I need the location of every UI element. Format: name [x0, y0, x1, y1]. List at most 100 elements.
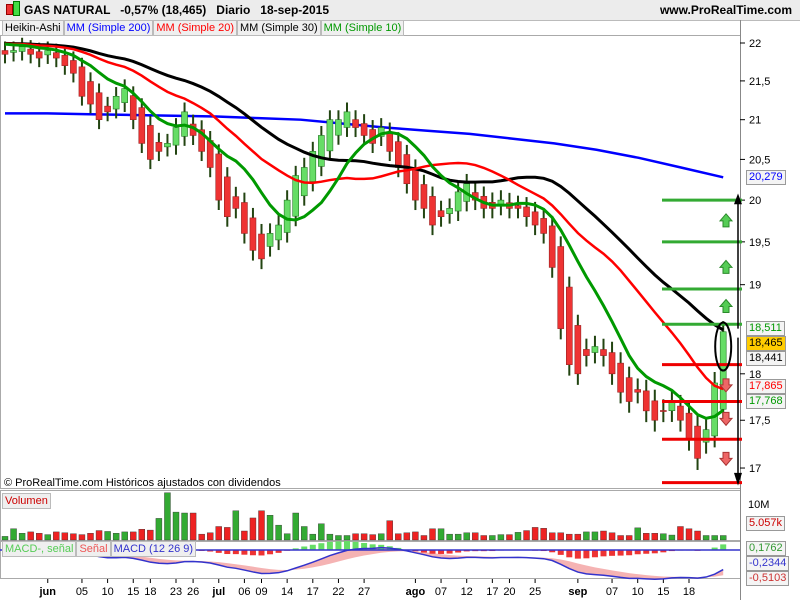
legend-item[interactable]: MM (Simple 200) — [63, 20, 154, 36]
green-up-arrow-icon — [718, 213, 734, 228]
volume-bar — [711, 535, 718, 541]
volume-bar — [335, 535, 342, 541]
volume-bar — [266, 515, 274, 541]
red-down-arrow-icon — [718, 378, 734, 393]
volume-bar — [283, 533, 291, 541]
macd-hist-bar — [720, 544, 727, 550]
legend-item[interactable]: Heikin-Ashi — [2, 20, 64, 36]
volume-bar — [70, 533, 77, 541]
volume-bar — [309, 533, 316, 541]
candle — [27, 48, 34, 55]
macd-hist-bar — [617, 550, 624, 556]
x-tick-label: 18 — [144, 586, 156, 598]
candle — [326, 119, 334, 152]
macd-hist-bar — [301, 546, 308, 550]
macd-hist-bar — [420, 550, 427, 553]
macd-hist-bar — [258, 550, 265, 556]
candle — [44, 50, 52, 56]
volume-bar — [677, 526, 684, 541]
red-down-arrow-icon — [718, 411, 734, 427]
candle — [600, 349, 607, 356]
candle — [155, 142, 163, 152]
candle — [232, 196, 240, 209]
candle — [565, 286, 573, 365]
volume-bar — [138, 529, 146, 541]
macd-hist-bar — [711, 547, 718, 550]
price-tag: 20,279 — [746, 170, 786, 186]
volume-bar — [1, 536, 9, 541]
candle — [685, 412, 693, 440]
candle — [147, 125, 154, 160]
candle — [514, 205, 522, 209]
macd-hist-bar — [267, 550, 274, 555]
legend-item[interactable]: MM (Simple 20) — [153, 20, 238, 36]
x-tick-label: 22 — [332, 586, 344, 598]
y-tick-label: 19,5 — [749, 237, 770, 249]
volume-bar — [198, 533, 205, 541]
y-tick-label: 19 — [749, 280, 761, 292]
volume-bar — [112, 533, 120, 541]
x-tick-label: 07 — [606, 586, 618, 598]
candle — [172, 127, 180, 146]
macd-hist-bar — [557, 550, 564, 555]
y-tick-label: 22 — [749, 38, 761, 50]
candle — [164, 143, 171, 148]
macd-hist-bar — [429, 550, 436, 554]
volume-bar — [215, 526, 222, 541]
candle — [343, 111, 351, 128]
volume-bar — [583, 531, 590, 541]
x-tick-label: 14 — [281, 586, 293, 598]
x-tick-label: 09 — [255, 586, 267, 598]
y-tick-label: 17,5 — [749, 415, 770, 427]
volume-tick: 10M — [748, 499, 770, 511]
candle — [454, 191, 462, 212]
volume-bar — [395, 533, 402, 541]
macd-hist-bar — [241, 550, 248, 555]
volume-bar — [412, 531, 419, 541]
macd-hist-bar — [591, 550, 598, 558]
macd-hist-bar — [438, 550, 445, 554]
legend-item[interactable]: MM (Simple 30) — [237, 20, 321, 36]
x-tick-label: 06 — [238, 586, 250, 598]
volume-bar — [643, 533, 650, 541]
macd-line — [4, 546, 724, 580]
volume-bar — [591, 531, 599, 541]
volume-bar — [625, 535, 633, 541]
ma20-line — [4, 42, 724, 391]
price-tag: 17,865 — [746, 379, 786, 395]
price-panel — [0, 35, 741, 489]
x-tick-label: sep — [568, 586, 587, 598]
macd-hist-bar — [232, 550, 239, 555]
price-tag: 17,768 — [746, 394, 786, 410]
volume-panel-label: Volumen — [2, 493, 51, 509]
volume-bar — [523, 530, 530, 541]
candle — [625, 377, 633, 402]
x-tick-label: 25 — [529, 586, 541, 598]
volume-bar — [463, 532, 470, 541]
macd-hist-bar — [361, 542, 368, 550]
volume-bar — [121, 531, 128, 541]
macd-hist-bar — [600, 550, 607, 557]
x-tick-label: 05 — [76, 586, 88, 598]
highlight-ellipse — [714, 321, 733, 372]
site-link[interactable]: www.ProRealTime.com — [659, 3, 792, 17]
macd-mid-tag: -0,2344 — [746, 556, 790, 571]
volume-bar — [301, 526, 308, 541]
macd-hist-bar — [309, 544, 316, 550]
volume-bar — [574, 533, 582, 541]
macd-hist-bar — [643, 550, 650, 554]
candle — [249, 217, 257, 251]
volume-bar — [241, 530, 248, 541]
volume-bar — [617, 535, 624, 541]
volume-bar — [18, 533, 26, 541]
candle — [574, 325, 582, 375]
candle — [394, 141, 402, 168]
volume-bar — [369, 534, 376, 541]
candle — [412, 168, 419, 201]
candle — [531, 211, 539, 226]
legend-item[interactable]: MM (Simple 10) — [320, 20, 405, 36]
volume-bar — [189, 512, 197, 541]
x-tick-label: 27 — [358, 586, 370, 598]
macd-hist-bar — [207, 550, 214, 552]
